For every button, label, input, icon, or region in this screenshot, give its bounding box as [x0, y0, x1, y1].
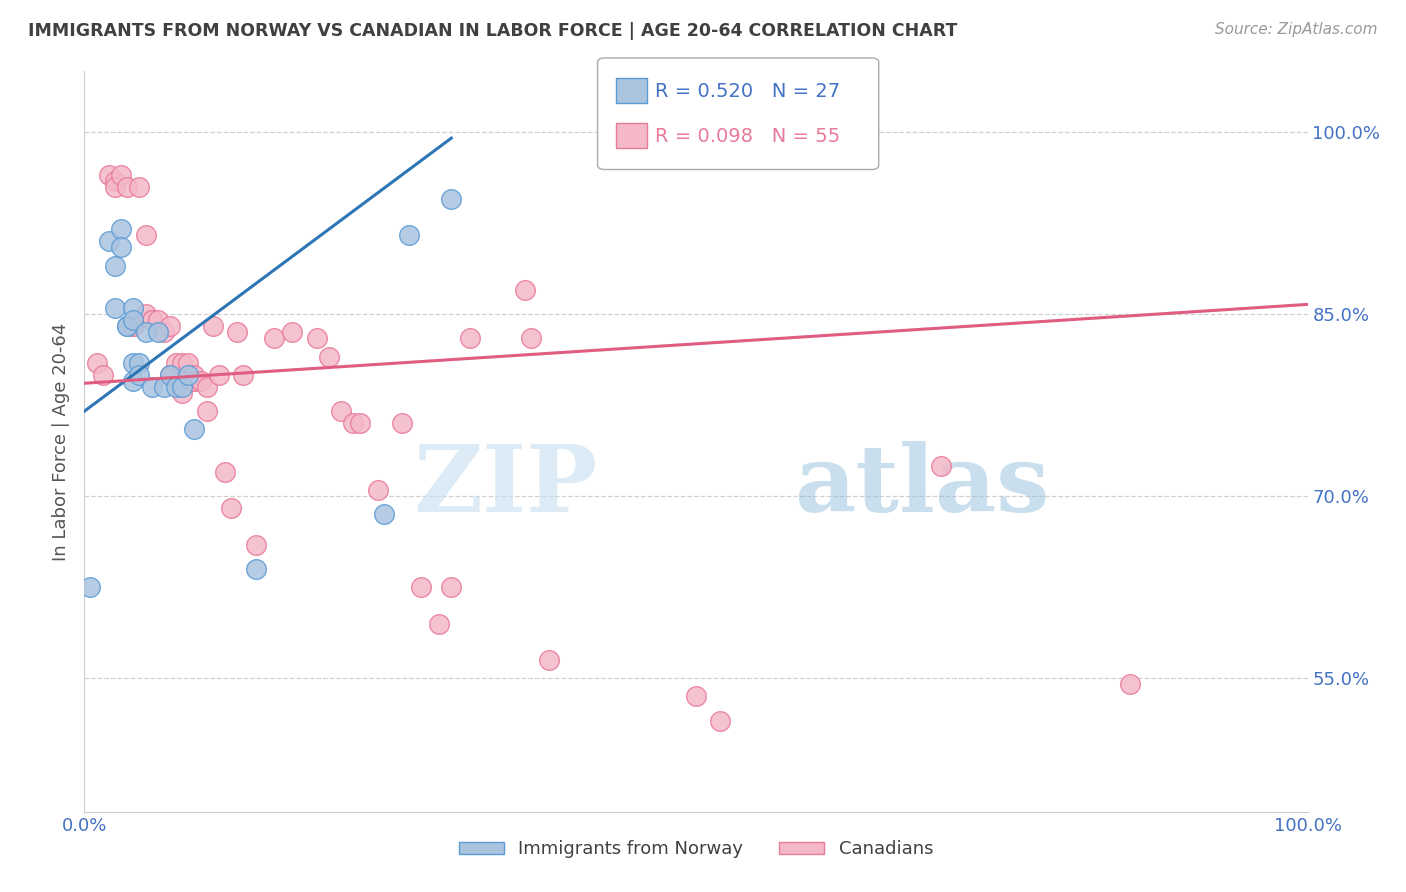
Point [513, 283, 536, 297]
Point [232, 368, 254, 382]
Point [245, 562, 267, 576]
Point [110, 168, 132, 182]
Point [177, 356, 200, 370]
Text: Source: ZipAtlas.com: Source: ZipAtlas.com [1215, 22, 1378, 37]
Point [440, 580, 463, 594]
Text: ZIP: ZIP [413, 441, 598, 531]
Point [115, 319, 138, 334]
Point [226, 326, 249, 340]
Point [146, 326, 169, 340]
Point [342, 417, 364, 431]
Point [183, 374, 205, 388]
Text: R = 0.520   N = 27: R = 0.520 N = 27 [655, 82, 841, 101]
Point [245, 538, 267, 552]
Point [219, 501, 242, 516]
Point [122, 313, 145, 327]
Text: R = 0.098   N = 55: R = 0.098 N = 55 [655, 127, 841, 145]
Text: IMMIGRANTS FROM NORWAY VS CANADIAN IN LABOR FORCE | AGE 20-64 CORRELATION CHART: IMMIGRANTS FROM NORWAY VS CANADIAN IN LA… [28, 22, 957, 40]
Point [281, 326, 304, 340]
Point [135, 326, 157, 340]
Point [135, 307, 157, 321]
Point [195, 380, 218, 394]
Point [97, 234, 120, 248]
Point [104, 173, 127, 187]
Point [110, 222, 132, 236]
Point [128, 368, 150, 382]
Point [305, 331, 328, 345]
Point [128, 179, 150, 194]
Point [122, 319, 145, 334]
Point [263, 331, 285, 345]
Point [201, 319, 224, 334]
Point [440, 192, 463, 206]
Point [159, 368, 181, 382]
Point [141, 313, 163, 327]
Point [929, 458, 952, 473]
Y-axis label: In Labor Force | Age 20-64: In Labor Force | Age 20-64 [52, 322, 70, 561]
Text: atlas: atlas [794, 441, 1049, 531]
Point [391, 417, 413, 431]
Point [1119, 677, 1142, 691]
Point [153, 326, 176, 340]
Point [330, 404, 353, 418]
Point [208, 368, 231, 382]
Point [373, 508, 395, 522]
Point [172, 356, 194, 370]
Point [183, 374, 205, 388]
Point [135, 228, 157, 243]
Point [349, 417, 371, 431]
Point [685, 690, 707, 704]
Point [122, 356, 145, 370]
Point [141, 313, 163, 327]
Point [177, 368, 200, 382]
Point [159, 319, 181, 334]
Point [172, 386, 194, 401]
Point [214, 465, 236, 479]
Point [195, 404, 218, 418]
Point [110, 240, 132, 254]
Point [318, 350, 340, 364]
Point [79, 580, 101, 594]
Point [122, 319, 145, 334]
Point [104, 301, 127, 315]
Point [159, 368, 181, 382]
Point [141, 380, 163, 394]
Point [128, 356, 150, 370]
Point [520, 331, 543, 345]
Point [190, 374, 212, 388]
Point [183, 422, 205, 436]
Point [165, 380, 187, 394]
Point [709, 714, 731, 728]
Point [122, 301, 145, 315]
Point [115, 319, 138, 334]
Point [97, 168, 120, 182]
Point [427, 616, 450, 631]
Legend: Immigrants from Norway, Canadians: Immigrants from Norway, Canadians [451, 833, 941, 865]
Point [458, 331, 481, 345]
Point [115, 179, 138, 194]
Point [146, 313, 169, 327]
Point [104, 179, 127, 194]
Point [153, 380, 176, 394]
Point [367, 483, 389, 497]
Point [183, 368, 205, 382]
Point [538, 653, 561, 667]
Point [409, 580, 432, 594]
Point [398, 228, 420, 243]
Point [172, 380, 194, 394]
Point [122, 374, 145, 388]
Point [86, 356, 108, 370]
Point [165, 356, 187, 370]
Point [104, 259, 127, 273]
Point [91, 368, 114, 382]
